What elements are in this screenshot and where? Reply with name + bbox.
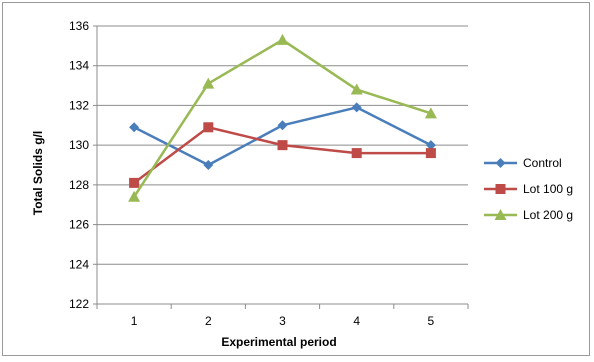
legend-item-lot-100-g: Lot 100 g — [484, 182, 573, 196]
data-point-lot-100-g — [203, 122, 214, 133]
legend-label: Lot 200 g — [523, 208, 573, 222]
data-point-control — [203, 160, 214, 170]
y-axis-label: Total Solids g/l — [31, 131, 45, 215]
x-tick-label: 3 — [279, 314, 286, 328]
series-layer — [128, 33, 437, 202]
data-point-lot-100-g — [425, 148, 436, 159]
y-tick-label: 132 — [69, 98, 89, 112]
grid-lines — [93, 25, 468, 305]
chart-frame: 122 124 126 128 130 132 134 136 1 2 3 4 5 Total Sol… — [2, 2, 590, 356]
x-axis-label: Experimental period — [221, 335, 336, 349]
legend: Control Lot 100 g Lot 200 g — [484, 156, 573, 222]
data-point-lot-100-g — [351, 148, 362, 159]
series-control — [129, 102, 436, 170]
data-point-control — [351, 102, 362, 113]
x-tick-label: 1 — [131, 314, 138, 328]
x-tick-label: 2 — [205, 314, 212, 328]
data-point-lot-200-g — [128, 190, 141, 202]
y-tick-label: 128 — [69, 178, 89, 192]
data-point-lot-200-g — [276, 33, 289, 45]
legend-item-control: Control — [484, 156, 562, 170]
series-line-control — [133, 106, 432, 167]
data-point-lot-200-g — [424, 107, 437, 119]
y-tick-label: 134 — [69, 59, 89, 73]
series-line-lot-100-g — [133, 126, 431, 184]
y-tick-label: 124 — [69, 257, 89, 271]
data-point-lot-200-g — [202, 77, 215, 89]
legend-item-lot-200-g: Lot 200 g — [484, 208, 573, 222]
series-line-lot-200-g — [133, 38, 432, 198]
legend-marker — [495, 158, 506, 168]
data-point-control — [425, 140, 436, 151]
y-tick-label: 122 — [69, 297, 89, 311]
data-point-lot-100-g — [277, 140, 288, 151]
x-tick-labels: 1 2 3 4 5 — [131, 314, 435, 328]
data-point-control — [277, 120, 288, 131]
y-tick-labels: 122 124 126 128 130 132 134 136 — [69, 19, 89, 311]
legend-marker — [494, 209, 507, 220]
y-tick-label: 130 — [69, 138, 89, 152]
series-lot-100-g — [129, 122, 436, 188]
axes — [96, 26, 469, 309]
data-point-lot-200-g — [350, 83, 363, 95]
x-tick-label: 4 — [353, 314, 360, 328]
y-tick-label: 136 — [69, 19, 89, 33]
y-tick-label: 126 — [69, 218, 89, 232]
data-point-lot-100-g — [129, 177, 140, 188]
legend-label: Lot 100 g — [523, 182, 573, 196]
line-chart: 122 124 126 128 130 132 134 136 1 2 3 4 5 Total Sol… — [31, 19, 573, 349]
x-tick-label: 5 — [428, 314, 435, 328]
legend-marker — [495, 184, 506, 194]
data-point-control — [129, 122, 140, 133]
legend-label: Control — [523, 156, 562, 170]
series-lot-200-g — [128, 33, 437, 202]
